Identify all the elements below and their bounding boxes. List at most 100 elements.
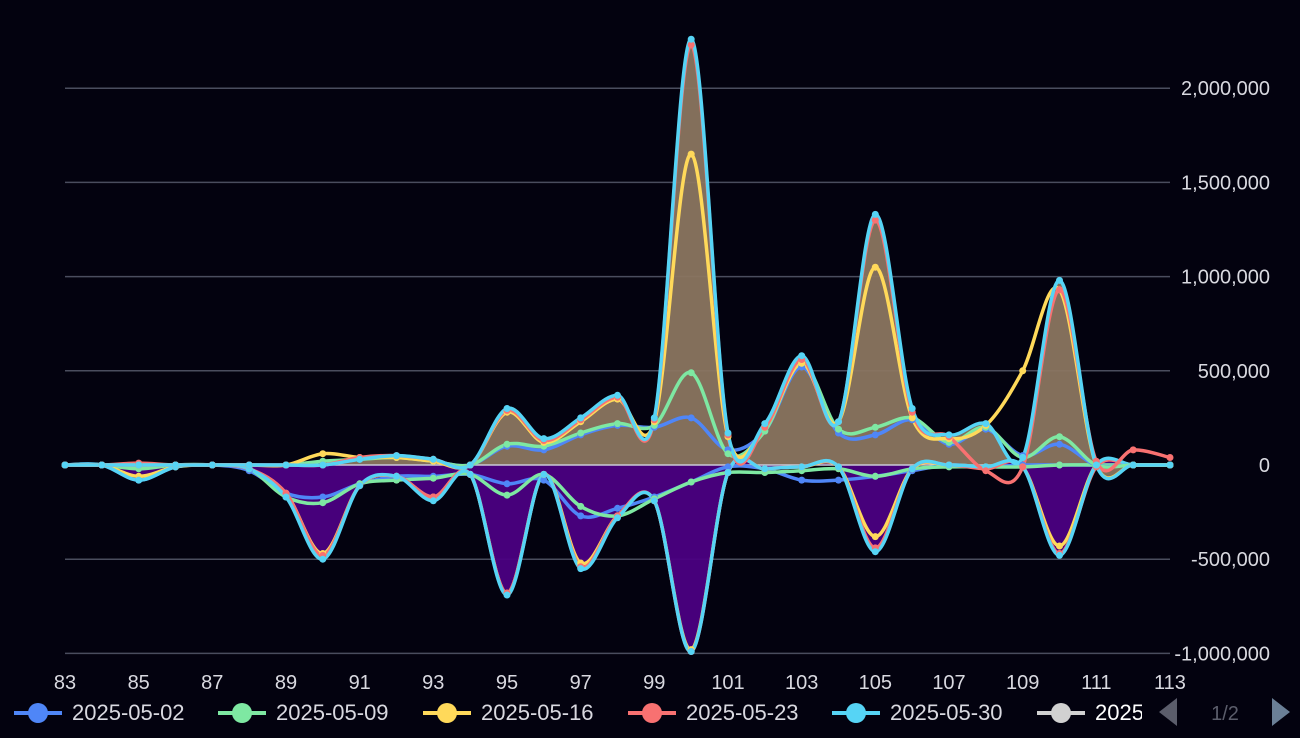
data-point [614,504,621,512]
legend-item[interactable]: 2025-05-30 [832,700,1003,725]
data-point [871,472,879,480]
legend-item[interactable]: 2025-05-23 [628,700,799,725]
data-point [61,461,69,469]
series-points [61,35,1174,655]
data-point [577,512,585,520]
data-point [319,499,327,507]
data-point [614,420,621,428]
data-point [871,423,879,431]
data-point [982,467,990,475]
x-tick-label: 97 [570,672,592,694]
data-point [429,497,437,505]
x-tick-label: 105 [859,672,892,694]
data-point [466,470,474,478]
data-point [687,150,695,158]
data-point [429,474,437,482]
data-point [835,418,842,426]
data-point [1019,463,1027,471]
legend-item[interactable]: 2025-05-16 [423,700,594,725]
legend-dot-symbol [437,703,457,723]
data-point [577,429,585,437]
data-point [687,35,695,43]
data-point [172,461,179,469]
legend-dot-symbol [846,703,866,723]
data-point [282,493,290,501]
data-point [135,476,143,484]
data-point [687,414,695,422]
data-point [245,461,253,469]
data-point [1129,446,1137,454]
data-point [319,450,327,458]
legend-label: 2025-05-09 [276,700,389,725]
data-point [724,429,732,437]
data-point [1056,433,1063,441]
legend-dot-symbol [28,703,48,723]
data-point [687,478,695,486]
data-point [835,476,842,484]
data-point [393,472,400,480]
data-point [577,414,585,422]
data-point [1056,542,1063,550]
legend-label: 2025-05-30 [890,700,1003,725]
x-tick-label: 111 [1081,672,1111,694]
data-point [871,216,879,224]
data-point [503,405,511,412]
data-point [503,591,511,599]
data-point [319,555,327,563]
data-point [908,405,916,412]
data-point [503,491,511,499]
x-tick-label: 83 [54,672,76,694]
legend-label: 2025-05-16 [481,700,594,725]
y-axis-ticks: -1,000,000 -500,000 0 500,000 1,000,000 1,500… [1174,78,1270,665]
x-tick-label: 93 [422,672,444,694]
data-point [282,461,290,469]
data-point [945,431,953,439]
data-point [1092,461,1100,469]
data-point [871,533,879,541]
data-point [650,497,658,505]
legend-dot-symbol [642,703,662,723]
data-point [687,648,695,655]
data-point [1056,276,1063,284]
legend-item[interactable]: 2025-05-02 [14,700,185,725]
y-tick-label: 2,000,000 [1181,78,1270,100]
legend-pager: 1/2 [1159,698,1290,726]
triangle-right-icon[interactable] [1272,698,1290,726]
data-point [1129,461,1137,469]
data-point [614,391,621,399]
data-point [871,548,879,556]
data-point [356,455,364,463]
data-point [503,480,511,488]
legend-item[interactable]: 2025-05-09 [218,700,389,725]
legend-label: 2025-05-02 [72,700,185,725]
data-point [871,210,879,218]
legend-label: 2025 [1095,700,1144,725]
legend: 2025-05-02 2025-05-09 2025-05-16 2025-05-23… [14,700,1144,725]
x-tick-label: 95 [496,672,518,694]
data-point [577,502,585,510]
data-point [982,420,990,428]
data-point [540,476,548,484]
data-point [319,493,327,501]
data-point [945,461,953,469]
legend-dot-symbol [1051,703,1071,723]
data-point [393,452,400,460]
data-point [687,41,695,49]
data-point [1056,551,1063,559]
data-point [650,414,658,422]
x-tick-label: 99 [643,672,665,694]
data-point [577,565,585,573]
positive-area-fill [65,39,1170,479]
x-tick-label: 113 [1154,672,1186,694]
x-tick-label: 89 [275,672,297,694]
data-point [614,514,621,522]
data-point [540,435,548,443]
y-tick-label: 1,500,000 [1181,172,1270,194]
data-point [835,425,842,433]
legend-item[interactable]: 2025 [1037,700,1144,725]
y-tick-label: -1,000,000 [1174,643,1270,665]
triangle-left-icon[interactable] [1159,698,1177,726]
y-tick-label: 1,000,000 [1181,267,1270,289]
x-tick-label: 85 [128,672,150,694]
